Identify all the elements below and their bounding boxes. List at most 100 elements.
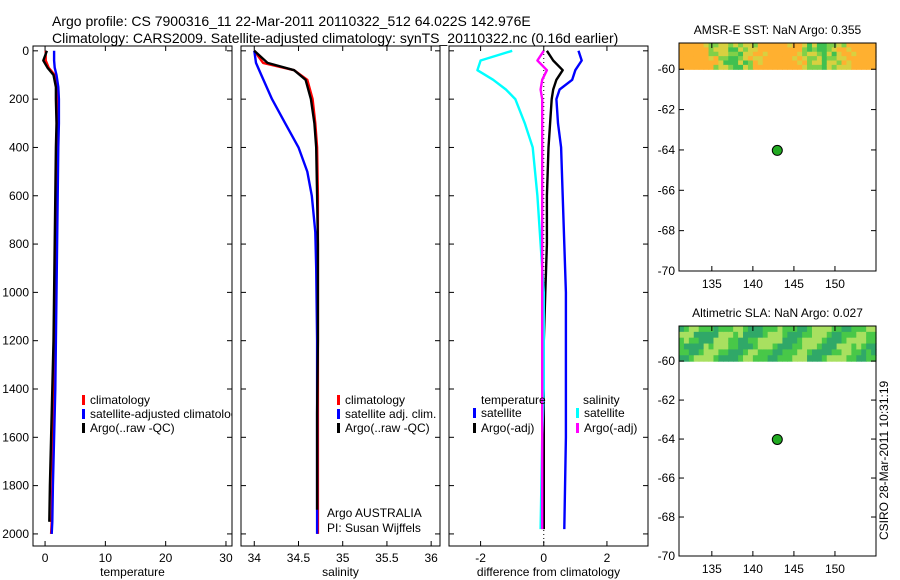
map-cell [772,349,779,356]
map-cell [679,337,685,345]
map-cell [762,337,769,345]
map-cell [703,43,710,48]
map-cell [723,64,729,70]
map-cell [767,60,774,66]
map-cell [851,64,857,70]
map-cell [679,343,685,350]
map-cell [738,337,744,345]
map-cell [757,343,764,350]
map-cell [807,64,813,70]
argo-float-marker [771,433,783,445]
series-line-black [42,50,58,522]
map-cell [797,56,803,62]
map-cell [747,326,754,333]
map-cell [757,355,764,362]
map-cell [861,64,867,70]
map-cell [679,56,685,62]
map-cell [772,326,779,333]
map-cell [811,64,818,70]
map-cell [752,64,759,70]
y-tick-label: -70 [658,264,676,278]
map-cell [807,51,813,57]
map-cell [767,343,774,350]
map-cell [792,60,798,66]
map-cell [866,56,872,62]
map-cell [703,51,710,57]
series-line-magenta [536,50,549,530]
map-cell [688,56,695,62]
map-cell [782,56,788,62]
map-cell [747,47,754,53]
map-cell [752,56,759,62]
map-cell [787,349,793,356]
legend-swatch [576,423,579,433]
map-cell [846,326,852,333]
map-cell [679,331,685,339]
legend-label: satellite-adjusted climatology [90,407,243,421]
map-cell [811,43,818,48]
map-cell [866,64,872,70]
map-cell [816,64,823,70]
map-cell [861,60,867,66]
map-cell [831,60,838,66]
map-cell [802,60,808,66]
map-cell [703,343,710,350]
map-cell [871,331,877,339]
map-cell [683,56,690,62]
map-cell [762,64,769,70]
map-cell [836,326,843,333]
map-cell [811,60,818,66]
legend-label: Argo(-adj) [481,421,534,435]
map-cell [757,349,764,356]
map-cell [821,47,828,53]
map-cell [861,326,867,333]
map-cell [679,349,685,356]
map-cell [752,51,759,57]
map-cell [797,64,803,70]
map-cell [871,326,877,333]
map-cell [856,64,862,70]
map-cell [703,337,710,345]
map-cell [792,326,798,333]
map-cell [802,56,808,62]
map-cell [713,343,719,350]
map-cell [856,56,862,62]
map-cell [708,60,715,66]
map-cell [777,343,784,350]
map-cell [816,326,823,333]
map-cell [831,331,838,339]
map-cell [826,349,833,356]
map-cell [772,60,779,66]
map-cell [738,64,744,70]
map-cell [772,64,779,70]
map-cell [723,326,729,333]
y-tick-label: -64 [658,143,676,157]
map-cell [816,337,823,345]
map-cell [708,337,715,345]
map-cell [782,60,788,66]
x-tick-label: 135 [702,562,722,576]
map-cell [708,64,715,70]
map-cell [772,331,779,339]
map-cell [743,47,749,53]
map-cell [683,47,690,53]
x-tick-label: 34.5 [287,551,311,565]
map-cell [782,47,788,53]
map-cell [688,349,695,356]
map-cell [836,60,843,66]
map-cell [826,343,833,350]
map-cell [792,343,798,350]
map-cell [703,349,710,356]
map-cell [777,56,784,62]
legend-swatch [473,423,476,433]
series-line-black [542,50,564,530]
map-cell [767,337,774,345]
map-cell [752,60,759,66]
map-cell [767,326,774,333]
map-cell [698,349,705,356]
map-cell [752,355,759,362]
map-cell [816,60,823,66]
map-cell [723,43,729,48]
map-cell [792,56,798,62]
